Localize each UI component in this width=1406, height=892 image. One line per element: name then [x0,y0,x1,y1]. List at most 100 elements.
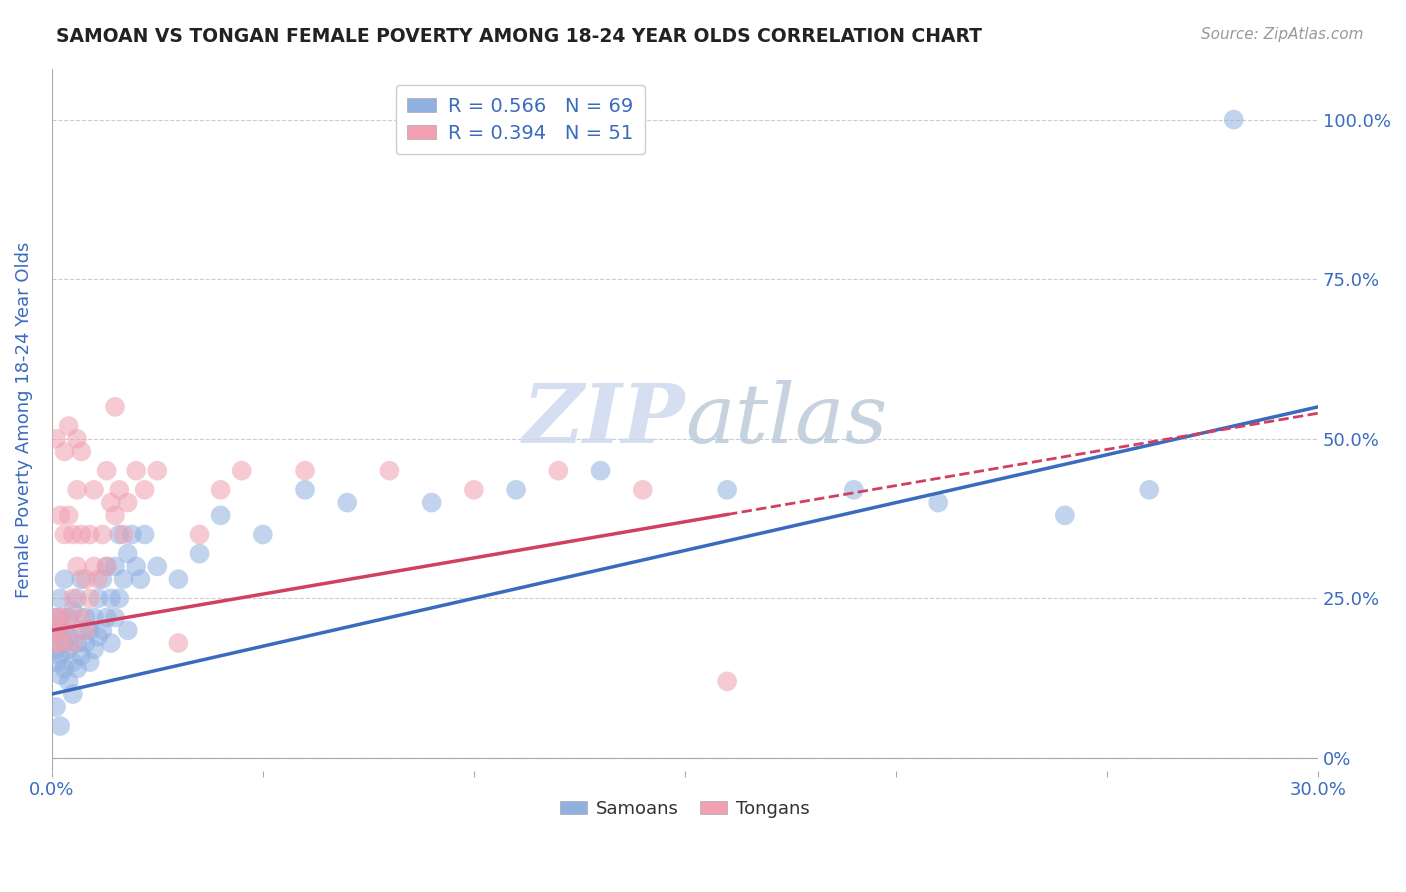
Point [167,636,190,650]
Point [96,464,118,478]
Point [134,527,156,541]
Text: Source: ZipAtlas.com: Source: ZipAtlas.com [1201,27,1364,42]
Point [188,547,211,561]
Point [45,624,67,638]
Point [1137,483,1160,497]
Point [45,642,67,657]
Point [62,636,84,650]
Point [1222,112,1244,127]
Point [53,624,76,638]
Point [62,655,84,669]
Point [87,630,110,644]
Point [252,527,274,541]
Point [104,508,127,523]
Point [79,527,101,541]
Point [100,495,122,509]
Point [112,527,135,541]
Point [927,495,949,509]
Point [62,604,84,618]
Point [49,648,72,663]
Point [58,674,80,689]
Point [96,559,118,574]
Point [49,719,72,733]
Text: atlas: atlas [685,380,887,459]
Point [842,483,865,497]
Point [49,630,72,644]
Point [420,495,443,509]
Point [589,464,612,478]
Point [58,610,80,624]
Point [83,483,105,497]
Point [58,508,80,523]
Point [49,668,72,682]
Point [100,591,122,606]
Point [53,572,76,586]
Point [49,610,72,624]
Point [108,483,131,497]
Point [45,624,67,638]
Point [66,432,89,446]
Point [53,444,76,458]
Point [49,636,72,650]
Point [70,527,93,541]
Point [294,483,316,497]
Point [83,642,105,657]
Point [104,610,127,624]
Text: ZIP: ZIP [522,380,685,459]
Point [58,419,80,434]
Point [58,610,80,624]
Point [631,483,654,497]
Point [75,624,97,638]
Point [58,642,80,657]
Point [53,636,76,650]
Point [91,527,114,541]
Point [547,464,569,478]
Point [108,591,131,606]
Point [87,572,110,586]
Point [129,572,152,586]
Point [336,495,359,509]
Point [75,610,97,624]
Point [104,400,127,414]
Point [294,464,316,478]
Point [167,572,190,586]
Point [188,527,211,541]
Point [62,527,84,541]
Point [45,610,67,624]
Point [70,624,93,638]
Point [125,464,148,478]
Point [79,655,101,669]
Point [91,624,114,638]
Point [58,630,80,644]
Point [146,464,169,478]
Point [66,636,89,650]
Point [231,464,253,478]
Y-axis label: Female Poverty Among 18-24 Year Olds: Female Poverty Among 18-24 Year Olds [15,242,32,598]
Point [53,662,76,676]
Point [83,610,105,624]
Text: SAMOAN VS TONGAN FEMALE POVERTY AMONG 18-24 YEAR OLDS CORRELATION CHART: SAMOAN VS TONGAN FEMALE POVERTY AMONG 18… [56,27,983,45]
Point [70,610,93,624]
Point [62,591,84,606]
Point [96,559,118,574]
Point [70,648,93,663]
Point [79,624,101,638]
Point [45,636,67,650]
Point [108,527,131,541]
Point [100,636,122,650]
Point [104,559,127,574]
Point [463,483,485,497]
Point [49,508,72,523]
Point [96,610,118,624]
Point [121,527,143,541]
Point [45,699,67,714]
Point [91,572,114,586]
Point [79,591,101,606]
Point [53,624,76,638]
Point [716,674,738,689]
Point [117,495,139,509]
Point [209,508,232,523]
Point [716,483,738,497]
Point [70,572,93,586]
Point [45,655,67,669]
